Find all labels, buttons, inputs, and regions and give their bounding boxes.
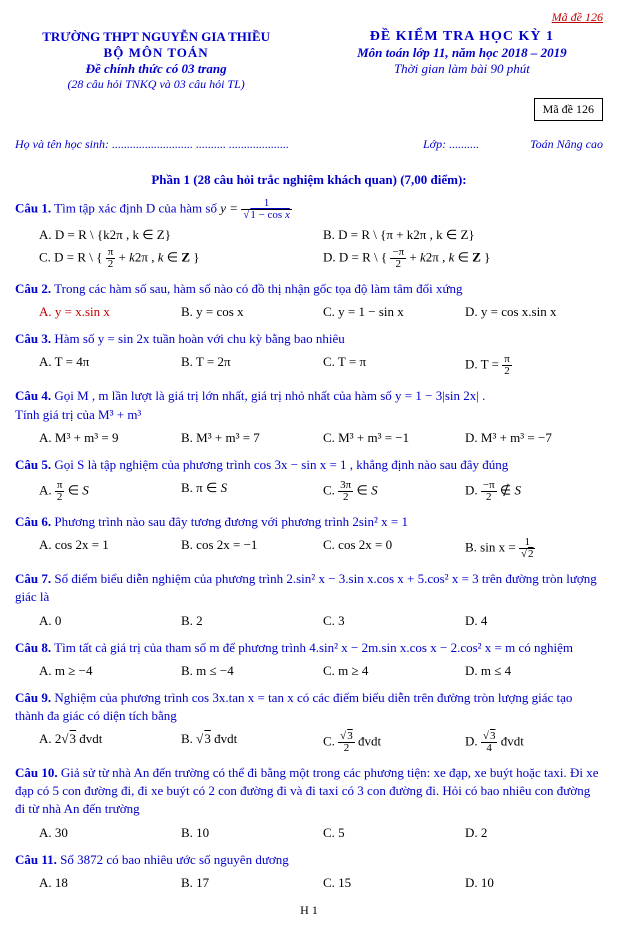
department: BỘ MÔN TOÁN bbox=[15, 45, 297, 61]
q7-label: Câu 7. bbox=[15, 571, 51, 586]
q5-choice-c: C. 3π2 ∈ S bbox=[319, 478, 461, 505]
q7-choice-b: B. 2 bbox=[177, 611, 319, 631]
q6-choice-c: C. cos 2x = 0 bbox=[319, 535, 461, 562]
q7-choice-c: C. 3 bbox=[319, 611, 461, 631]
question-4: Câu 4. Gọi M , m lần lượt là giá trị lớn… bbox=[15, 387, 603, 423]
q9-choice-c: C. 32 đvdt bbox=[319, 729, 461, 756]
q2-text: Trong các hàm số sau, hàm số nào có đồ t… bbox=[54, 281, 462, 296]
name-dots: ........................... .......... .… bbox=[112, 137, 289, 151]
q10-choice-a: A. 30 bbox=[35, 823, 177, 843]
q6-text: Phương trình nào sau đây tương đương với… bbox=[54, 514, 408, 529]
q8-text: Tìm tất cả giá trị của tham số m để phươ… bbox=[54, 640, 573, 655]
q5-label: Câu 5. bbox=[15, 457, 51, 472]
class-dots: .......... bbox=[449, 137, 479, 151]
q1-text: Tìm tập xác định D của hàm số bbox=[54, 200, 217, 215]
q2-choice-b: B. y = cos x bbox=[177, 302, 319, 322]
q5-choice-b: B. π ∈ S bbox=[177, 478, 319, 505]
question-2: Câu 2. Trong các hàm số sau, hàm số nào … bbox=[15, 280, 603, 298]
time-line: Thời gian làm bài 90 phút bbox=[321, 61, 603, 77]
q5-choice-a: A. π2 ∈ S bbox=[35, 478, 177, 505]
top-exam-code: Mã đề 126 bbox=[15, 10, 603, 25]
q9-choice-b: B. 3 đvdt bbox=[177, 729, 319, 756]
q2-choice-c: C. y = 1 − sin x bbox=[319, 302, 461, 322]
question-10: Câu 10. Giả sử từ nhà An đến trường có t… bbox=[15, 764, 603, 819]
q10-text: Giả sử từ nhà An đến trường có thể đi bằ… bbox=[15, 765, 599, 816]
q6-choice-d: B. sin x = 12 bbox=[461, 535, 603, 562]
section-heading: Phần 1 (28 câu hỏi trắc nghiệm khách qua… bbox=[15, 172, 603, 188]
q10-choice-b: B. 10 bbox=[177, 823, 319, 843]
q4-label: Câu 4. bbox=[15, 388, 51, 403]
official-line: Đề chính thức có 03 trang bbox=[15, 61, 297, 77]
q1-choice-d: D. D = R \ { −π2 + k2π , k ∈ Z } bbox=[319, 245, 603, 272]
q9-label: Câu 9. bbox=[15, 690, 51, 705]
q6-label: Câu 6. bbox=[15, 514, 51, 529]
q11-choice-a: A. 18 bbox=[35, 873, 177, 893]
class-label: Lớp: bbox=[423, 137, 446, 151]
student-name-label: Họ và tên học sinh: bbox=[15, 137, 109, 151]
student-info: Họ và tên học sinh: ....................… bbox=[15, 137, 603, 152]
q3-choice-b: B. T = 2π bbox=[177, 352, 319, 379]
q10-choice-c: C. 5 bbox=[319, 823, 461, 843]
question-1: Câu 1. Tìm tập xác định D của hàm số y =… bbox=[15, 198, 603, 221]
q4-choice-b: B. M³ + m³ = 7 bbox=[177, 428, 319, 448]
q8-choice-d: D. m ≤ 4 bbox=[461, 661, 603, 681]
q8-choice-b: B. m ≤ −4 bbox=[177, 661, 319, 681]
q4-choice-a: A. M³ + m³ = 9 bbox=[35, 428, 177, 448]
q10-choice-d: D. 2 bbox=[461, 823, 603, 843]
q8-choice-a: A. m ≥ −4 bbox=[35, 661, 177, 681]
q2-choice-a: A. y = x.sin x bbox=[35, 302, 177, 322]
q4-text2: Tính giá trị của M³ + m³ bbox=[15, 407, 141, 422]
question-count: (28 câu hỏi TNKQ và 03 câu hỏi TL) bbox=[15, 77, 297, 92]
q7-choice-a: A. 0 bbox=[35, 611, 177, 631]
question-3: Câu 3. Hàm số y = sin 2x tuần hoàn với c… bbox=[15, 330, 603, 348]
q2-choice-d: D. y = cos x.sin x bbox=[461, 302, 603, 322]
q11-label: Câu 11. bbox=[15, 852, 57, 867]
q3-choice-c: C. T = π bbox=[319, 352, 461, 379]
q3-choice-a: A. T = 4π bbox=[35, 352, 177, 379]
q3-label: Câu 3. bbox=[15, 331, 51, 346]
q2-label: Câu 2. bbox=[15, 281, 51, 296]
q8-choice-c: C. m ≥ 4 bbox=[319, 661, 461, 681]
q10-label: Câu 10. bbox=[15, 765, 58, 780]
q3-choice-d: D. T = π2 bbox=[461, 352, 603, 379]
header: TRƯỜNG THPT NGUYỄN GIA THIỀU BỘ MÔN TOÁN… bbox=[15, 29, 603, 92]
q8-label: Câu 8. bbox=[15, 640, 51, 655]
q5-choice-d: D. −π2 ∉ S bbox=[461, 478, 603, 505]
q9-choice-d: D. 34 đvdt bbox=[461, 729, 603, 756]
q1-choice-a: A. D = R \ {k2π , k ∈ Z} bbox=[35, 225, 319, 245]
q1-choice-c: C. D = R \ { π2 + k2π , k ∈ Z } bbox=[35, 245, 319, 272]
q4-choice-d: D. M³ + m³ = −7 bbox=[461, 428, 603, 448]
exam-title: ĐỀ KIỂM TRA HỌC KỲ 1 bbox=[321, 29, 603, 45]
question-7: Câu 7. Số điểm biểu diễn nghiệm của phươ… bbox=[15, 570, 603, 606]
track: Toán Nâng cao bbox=[513, 137, 603, 152]
q11-choice-d: D. 10 bbox=[461, 873, 603, 893]
q1-choice-b: B. D = R \ {π + k2π , k ∈ Z} bbox=[319, 225, 603, 245]
q11-choice-b: B. 17 bbox=[177, 873, 319, 893]
q6-choice-b: B. cos 2x = −1 bbox=[177, 535, 319, 562]
q9-choice-a: A. 23 đvdt bbox=[35, 729, 177, 756]
q4-text1: Gọi M , m lần lượt là giá trị lớn nhất, … bbox=[54, 388, 485, 403]
question-11: Câu 11. Số 3872 có bao nhiêu ước số nguy… bbox=[15, 851, 603, 869]
q11-text: Số 3872 có bao nhiêu ước số nguyên dương bbox=[60, 852, 289, 867]
q5-text: Gọi S là tập nghiệm của phương trình cos… bbox=[54, 457, 508, 472]
question-5: Câu 5. Gọi S là tập nghiệm của phương tr… bbox=[15, 456, 603, 474]
q3-text: Hàm số y = sin 2x tuần hoàn với chu kỳ b… bbox=[54, 331, 344, 346]
question-6: Câu 6. Phương trình nào sau đây tương đư… bbox=[15, 513, 603, 531]
q6-choice-a: A. cos 2x = 1 bbox=[35, 535, 177, 562]
q9-text: Nghiệm của phương trình cos 3x.tan x = t… bbox=[15, 690, 572, 723]
subject-line: Môn toán lớp 11, năm học 2018 – 2019 bbox=[321, 45, 603, 61]
q1-label: Câu 1. bbox=[15, 200, 51, 215]
q7-choice-d: D. 4 bbox=[461, 611, 603, 631]
school-name: TRƯỜNG THPT NGUYỄN GIA THIỀU bbox=[15, 29, 297, 45]
q7-text: Số điểm biểu diễn nghiệm của phương trìn… bbox=[15, 571, 597, 604]
question-8: Câu 8. Tìm tất cả giá trị của tham số m … bbox=[15, 639, 603, 657]
q11-choice-c: C. 15 bbox=[319, 873, 461, 893]
page-number: H 1 bbox=[15, 903, 603, 918]
q4-choice-c: C. M³ + m³ = −1 bbox=[319, 428, 461, 448]
code-box: Mã đề 126 bbox=[534, 98, 603, 121]
question-9: Câu 9. Nghiệm của phương trình cos 3x.ta… bbox=[15, 689, 603, 725]
